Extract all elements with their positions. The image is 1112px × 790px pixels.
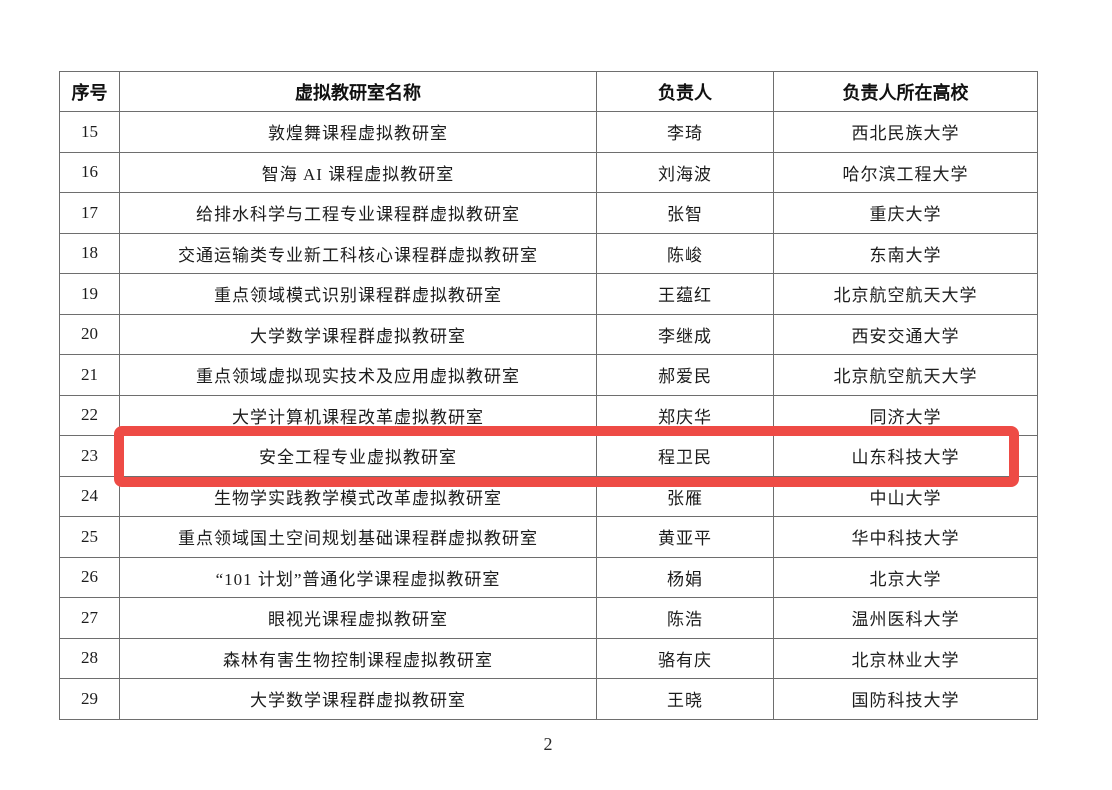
cell-leader: 刘海波 [596, 151, 774, 193]
cell-no: 29 [59, 678, 120, 720]
table-row: 17 给排水科学与工程专业课程群虚拟教研室 张智 重庆大学 [59, 192, 1038, 234]
cell-university: 北京航空航天大学 [773, 354, 1038, 396]
cell-university: 哈尔滨工程大学 [773, 151, 1038, 193]
cell-leader: 骆有庆 [596, 637, 774, 679]
cell-name: 重点领域模式识别课程群虚拟教研室 [119, 273, 597, 315]
cell-university: 东南大学 [773, 232, 1038, 274]
table-row: 18 交通运输类专业新工科核心课程群虚拟教研室 陈峻 东南大学 [59, 232, 1038, 274]
cell-leader: 李继成 [596, 313, 774, 355]
cell-name: 森林有害生物控制课程虚拟教研室 [119, 637, 597, 679]
cell-university: 同济大学 [773, 394, 1038, 436]
cell-leader: 程卫民 [596, 435, 774, 477]
cell-name: 大学数学课程群虚拟教研室 [119, 313, 597, 355]
table-row: 16 智海 AI 课程虚拟教研室 刘海波 哈尔滨工程大学 [59, 151, 1038, 193]
cell-university: 中山大学 [773, 475, 1038, 517]
cell-leader: 陈峻 [596, 232, 774, 274]
cell-leader: 张智 [596, 192, 774, 234]
column-header-name: 虚拟教研室名称 [119, 71, 597, 112]
cell-no: 22 [59, 394, 120, 436]
table-row: 29 大学数学课程群虚拟教研室 王晓 国防科技大学 [59, 678, 1038, 720]
table-row: 19 重点领域模式识别课程群虚拟教研室 王蕴红 北京航空航天大学 [59, 273, 1038, 315]
table-row: 20 大学数学课程群虚拟教研室 李继成 西安交通大学 [59, 313, 1038, 355]
table-row: 24 生物学实践教学模式改革虚拟教研室 张雁 中山大学 [59, 475, 1038, 517]
virtual-teaching-offices-table: 序号 虚拟教研室名称 负责人 负责人所在高校 15 敦煌舞课程虚拟教研室 李琦 西北民族大学… [59, 71, 1038, 720]
table-header-row: 序号 虚拟教研室名称 负责人 负责人所在高校 [59, 71, 1038, 112]
cell-name: 重点领域国土空间规划基础课程群虚拟教研室 [119, 516, 597, 558]
table-row: 15 敦煌舞课程虚拟教研室 李琦 西北民族大学 [59, 111, 1038, 153]
cell-no: 24 [59, 475, 120, 517]
cell-university: 北京大学 [773, 556, 1038, 598]
cell-leader: 陈浩 [596, 597, 774, 639]
cell-name: 给排水科学与工程专业课程群虚拟教研室 [119, 192, 597, 234]
cell-no: 16 [59, 151, 120, 193]
cell-university: 北京航空航天大学 [773, 273, 1038, 315]
cell-leader: 王晓 [596, 678, 774, 720]
table-row: 26 “101 计划”普通化学课程虚拟教研室 杨娟 北京大学 [59, 556, 1038, 598]
cell-name: 安全工程专业虚拟教研室 [119, 435, 597, 477]
table-row: 21 重点领域虚拟现实技术及应用虚拟教研室 郝爱民 北京航空航天大学 [59, 354, 1038, 396]
table-row: 25 重点领域国土空间规划基础课程群虚拟教研室 黄亚平 华中科技大学 [59, 516, 1038, 558]
cell-no: 26 [59, 556, 120, 598]
cell-leader: 郝爱民 [596, 354, 774, 396]
cell-leader: 郑庆华 [596, 394, 774, 436]
table-container: 序号 虚拟教研室名称 负责人 负责人所在高校 15 敦煌舞课程虚拟教研室 李琦 西北民族大学… [59, 71, 1038, 720]
cell-name: 交通运输类专业新工科核心课程群虚拟教研室 [119, 232, 597, 274]
cell-leader: 王蕴红 [596, 273, 774, 315]
cell-no: 23 [59, 435, 120, 477]
cell-no: 20 [59, 313, 120, 355]
cell-no: 27 [59, 597, 120, 639]
cell-name: 生物学实践教学模式改革虚拟教研室 [119, 475, 597, 517]
cell-leader: 杨娟 [596, 556, 774, 598]
cell-no: 19 [59, 273, 120, 315]
cell-name: “101 计划”普通化学课程虚拟教研室 [119, 556, 597, 598]
page-number: 2 [543, 734, 553, 754]
cell-no: 28 [59, 637, 120, 679]
cell-university: 西安交通大学 [773, 313, 1038, 355]
table-row: 28 森林有害生物控制课程虚拟教研室 骆有庆 北京林业大学 [59, 637, 1038, 679]
cell-university: 温州医科大学 [773, 597, 1038, 639]
cell-leader: 李琦 [596, 111, 774, 153]
cell-no: 17 [59, 192, 120, 234]
cell-university: 重庆大学 [773, 192, 1038, 234]
cell-university: 北京林业大学 [773, 637, 1038, 679]
table-body: 15 敦煌舞课程虚拟教研室 李琦 西北民族大学 16 智海 AI 课程虚拟教研室 刘海波 哈尔… [59, 111, 1038, 720]
column-header-university: 负责人所在高校 [773, 71, 1038, 112]
cell-university: 国防科技大学 [773, 678, 1038, 720]
cell-name: 智海 AI 课程虚拟教研室 [119, 151, 597, 193]
cell-no: 18 [59, 232, 120, 274]
table-row: 27 眼视光课程虚拟教研室 陈浩 温州医科大学 [59, 597, 1038, 639]
cell-university: 山东科技大学 [773, 435, 1038, 477]
table-row: 23 安全工程专业虚拟教研室 程卫民 山东科技大学 [59, 435, 1038, 477]
cell-name: 眼视光课程虚拟教研室 [119, 597, 597, 639]
cell-leader: 黄亚平 [596, 516, 774, 558]
cell-name: 敦煌舞课程虚拟教研室 [119, 111, 597, 153]
cell-university: 华中科技大学 [773, 516, 1038, 558]
column-header-no: 序号 [59, 71, 120, 112]
cell-name: 重点领域虚拟现实技术及应用虚拟教研室 [119, 354, 597, 396]
cell-university: 西北民族大学 [773, 111, 1038, 153]
column-header-leader: 负责人 [596, 71, 774, 112]
cell-no: 25 [59, 516, 120, 558]
cell-name: 大学数学课程群虚拟教研室 [119, 678, 597, 720]
cell-no: 21 [59, 354, 120, 396]
cell-no: 15 [59, 111, 120, 153]
table-row: 22 大学计算机课程改革虚拟教研室 郑庆华 同济大学 [59, 394, 1038, 436]
cell-name: 大学计算机课程改革虚拟教研室 [119, 394, 597, 436]
cell-leader: 张雁 [596, 475, 774, 517]
